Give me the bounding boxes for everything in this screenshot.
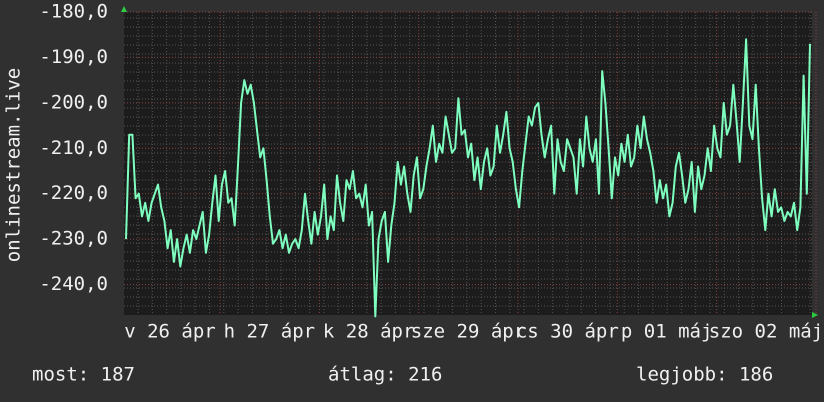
lines: [125, 38, 811, 318]
y-tick-label: -220,0: [39, 182, 108, 204]
x-tick-label: h 27 ápr: [224, 321, 316, 343]
legend-average: átlag: 216: [328, 364, 442, 386]
axis-arrow: [812, 312, 818, 318]
x-tick-label: sze 29 ápr: [411, 321, 525, 343]
grid: [124, 11, 817, 315]
x-tick-label: szo 02 máj: [709, 321, 823, 343]
x-tick-label: v 26 ápr: [124, 321, 216, 343]
data-line: [125, 38, 811, 318]
y-tick-label: -200,0: [39, 91, 108, 113]
x-tick-label: cs 30 ápr: [516, 321, 619, 343]
legend-current: most: 187: [32, 364, 135, 386]
legend-best: legjobb: 186: [636, 364, 773, 386]
ticks: -180,0 -190,0 -200,0 -210,0 -220,0 -230,0 -240…: [39, 1, 823, 343]
x-tick-label: k 28 ápr: [323, 321, 415, 343]
y-tick-label: -240,0: [39, 273, 108, 295]
axis-arrow: [121, 6, 127, 12]
y-axis-label: onlinestream.live: [3, 68, 25, 262]
plot-area: [124, 12, 812, 315]
x-tick-label: p 01 máj: [621, 321, 713, 343]
y-tick-label: -190,0: [39, 46, 108, 68]
y-tick-label: -230,0: [39, 228, 108, 250]
y-tick-label: -180,0: [39, 1, 108, 23]
y-tick-label: -210,0: [39, 137, 108, 159]
